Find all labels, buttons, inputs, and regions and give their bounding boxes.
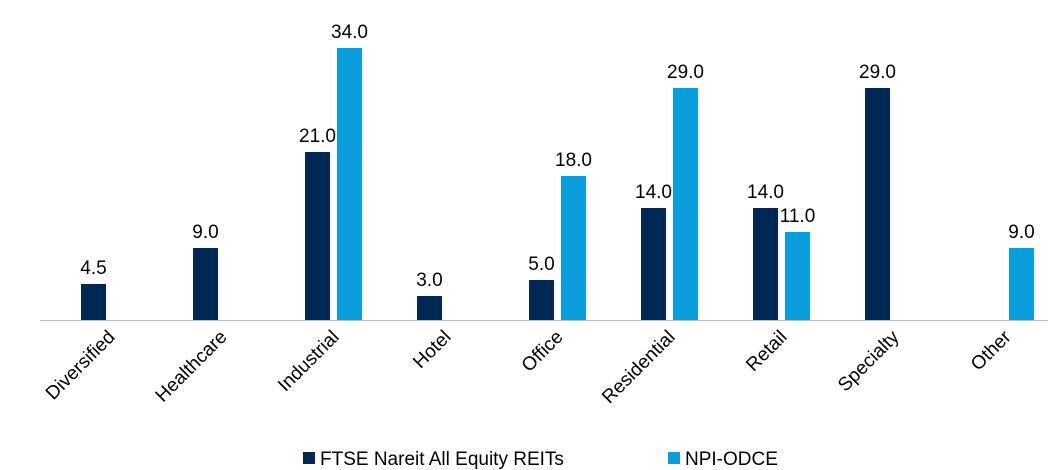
x-tick-label: Industrial <box>274 327 343 396</box>
bar <box>641 208 666 320</box>
data-label: 14.0 <box>635 182 672 203</box>
x-tick-label: Diversified <box>42 327 120 405</box>
data-label: 5.0 <box>528 254 554 275</box>
legend-label: NPI-ODCE <box>685 449 778 470</box>
x-tick-label: Retail <box>742 327 791 376</box>
bar <box>193 248 218 320</box>
x-tick-label: Residential <box>598 327 679 408</box>
bar <box>865 88 890 320</box>
data-label: 9.0 <box>192 222 218 243</box>
x-tick-label: Specialty <box>834 326 904 396</box>
data-label: 29.0 <box>667 62 704 83</box>
bar <box>561 176 586 320</box>
bar <box>753 208 778 320</box>
bar <box>337 48 362 320</box>
data-label: 3.0 <box>416 270 442 291</box>
data-label: 11.0 <box>780 206 816 227</box>
data-label: 9.0 <box>1008 222 1034 243</box>
bar <box>673 88 698 320</box>
data-label: 14.0 <box>747 182 784 203</box>
data-label: 29.0 <box>859 62 896 83</box>
legend-swatch <box>303 452 315 464</box>
bar <box>417 296 442 320</box>
data-label: 21.0 <box>299 126 336 147</box>
data-label: 4.5 <box>80 258 106 279</box>
x-tick-label: Hotel <box>409 327 455 373</box>
bar <box>1009 248 1034 320</box>
bar <box>785 232 810 320</box>
x-tick-label: Healthcare <box>152 327 232 407</box>
data-label: 34.0 <box>331 22 368 43</box>
bar <box>305 152 330 320</box>
x-tick-label: Other <box>967 326 1016 375</box>
bar <box>529 280 554 320</box>
bar <box>81 284 106 320</box>
legend-swatch <box>668 452 680 464</box>
data-label: 18.0 <box>555 150 592 171</box>
x-tick-label: Office <box>518 327 568 377</box>
legend-label: FTSE Nareit All Equity REITs <box>320 449 564 470</box>
